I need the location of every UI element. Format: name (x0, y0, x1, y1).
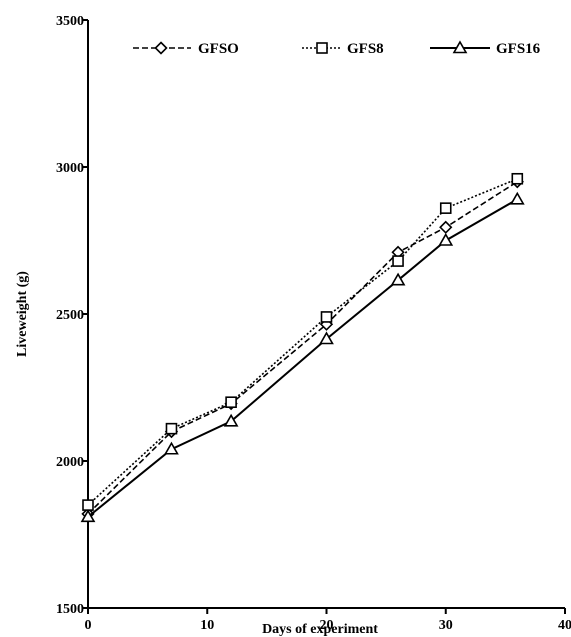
legend-marker-gfso (154, 41, 168, 55)
legend-item-gfso: GFSO (133, 41, 239, 57)
data-point-gfs16 (319, 331, 334, 345)
x-tick-label: 20 (320, 618, 334, 633)
legend-label: GFSO (198, 41, 239, 57)
legend-item-gfs16: GFS16 (430, 40, 541, 57)
data-point-gfs8 (225, 396, 237, 409)
x-ticks: 0 10 20 30 40 (85, 608, 571, 633)
x-tick-label: 0 (85, 618, 92, 633)
data-point-gfs16 (80, 509, 96, 523)
series-group (80, 172, 525, 523)
y-tick-label: 2000 (56, 455, 84, 470)
data-point-gfs16 (438, 232, 454, 246)
y-tick-label: 3500 (56, 14, 84, 29)
data-point-gfs8 (165, 422, 178, 435)
series-gfs16 (80, 191, 525, 523)
legend-marker-gfs8 (316, 42, 328, 54)
data-point-gfso (439, 220, 453, 234)
series-gfs8 (82, 172, 524, 511)
legend: GFSO GFS8 GFS16 (133, 40, 541, 57)
data-point-gfs8 (82, 499, 94, 511)
y-axis-title: Liveweight (g) (15, 271, 30, 357)
data-point-gfs8 (320, 311, 333, 323)
x-tick-label: 30 (439, 618, 453, 633)
legend-marker-gfs16 (452, 40, 468, 54)
data-point-gfs16 (164, 441, 179, 455)
y-ticks: 1500 2000 2500 3000 3500 (56, 14, 88, 617)
y-tick-label: 2500 (56, 308, 84, 323)
data-point-gfs16 (390, 272, 406, 286)
legend-item-gfs8: GFS8 (302, 41, 384, 57)
x-tick-label: 40 (558, 618, 571, 633)
data-point-gfs8 (511, 172, 524, 185)
x-axis-title: Days of experiment (262, 622, 378, 637)
data-point-gfs8 (439, 202, 452, 214)
data-point-gfs8 (392, 255, 404, 267)
data-point-gfs16 (223, 413, 239, 427)
y-tick-label: 3000 (56, 161, 84, 176)
data-point-gfs16 (509, 191, 525, 205)
series-line-gfs8 (87, 178, 518, 506)
y-tick-label: 1500 (56, 602, 84, 617)
legend-label: GFS16 (496, 41, 541, 57)
series-line-gfs16 (87, 198, 518, 518)
x-tick-label: 10 (200, 618, 214, 633)
legend-label: GFS8 (347, 41, 384, 57)
